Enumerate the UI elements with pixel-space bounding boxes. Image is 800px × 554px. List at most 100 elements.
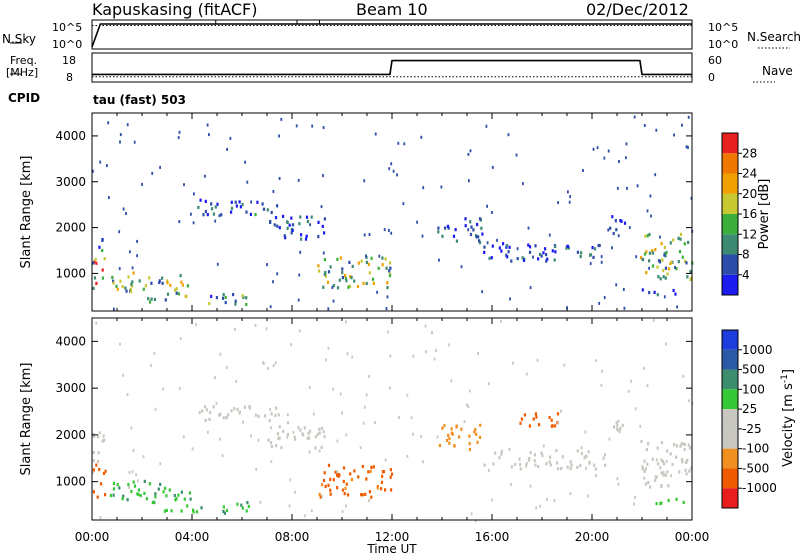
velocity-cell: [542, 444, 545, 448]
power-cell: [460, 265, 463, 269]
power-cell: [469, 232, 473, 237]
velocity-cell: [219, 412, 222, 416]
velocity-cell: [165, 508, 168, 512]
power-cell: [623, 306, 626, 310]
velocity-cell: [143, 491, 146, 495]
power-cell: [112, 281, 115, 285]
power-cell: [386, 286, 389, 290]
power-cell: [378, 254, 381, 258]
power-cell: [599, 243, 601, 247]
velocity-cell: [528, 424, 531, 428]
velocity-cell: [604, 463, 607, 467]
power-cell: [324, 274, 327, 278]
power-cell: [345, 279, 348, 283]
velocity-cell: [320, 426, 324, 430]
velocity-cell: [137, 488, 140, 492]
velocity-cell: [97, 460, 100, 464]
freq-unit-label: [MHz]: [6, 66, 39, 79]
power-cell: [397, 141, 400, 145]
power-cell: [644, 234, 647, 238]
power-cell: [368, 271, 371, 275]
velocity-colorbar-segment: [722, 468, 738, 489]
power-cell: [234, 200, 237, 204]
velocity-cell: [318, 427, 321, 431]
power-cell: [654, 248, 657, 252]
power-cell: [529, 286, 532, 290]
xtick-label: 00:00: [75, 530, 110, 544]
velocity-cell: [368, 375, 370, 378]
power-cell: [662, 275, 665, 279]
power-cell: [611, 215, 614, 219]
power-cell: [396, 173, 398, 177]
velocity-colorbar-segment: [722, 389, 738, 410]
velocity-cell: [121, 497, 124, 501]
velocity-cell: [546, 498, 548, 502]
velocity-cell: [214, 376, 216, 380]
power-cell: [94, 257, 97, 261]
velocity-cell: [641, 465, 644, 469]
power-cell: [288, 223, 291, 227]
power-cell: [151, 171, 154, 175]
power-cell: [679, 237, 682, 241]
power-cell: [384, 257, 387, 261]
velocity-cell: [345, 482, 348, 486]
power-cell: [381, 263, 384, 267]
velocity-cell: [556, 461, 559, 465]
power-cell: [689, 269, 692, 274]
velocity-cell: [538, 423, 541, 427]
power-cell: [478, 241, 482, 245]
velocity-cell: [327, 463, 331, 467]
velocity-ytick-label: 4000: [55, 334, 86, 348]
velocity-cell: [201, 409, 204, 413]
velocity-cell: [209, 411, 212, 415]
velocity-cell: [587, 450, 590, 454]
velocity-cell: [337, 474, 340, 478]
power-cell: [390, 162, 393, 166]
power-cell: [324, 270, 327, 275]
velocity-cell: [269, 407, 272, 411]
velocity-cell: [262, 361, 264, 365]
velocity-cell: [441, 426, 444, 430]
nsky-tick-bottom: 10^0: [52, 38, 83, 51]
power-cell: [239, 205, 242, 209]
power-cell: [276, 204, 279, 208]
velocity-cell: [478, 435, 482, 439]
power-cell: [121, 284, 124, 289]
velocity-cell: [339, 392, 342, 396]
power-cell: [327, 307, 330, 311]
power-cell: [670, 260, 673, 264]
power-cell: [603, 156, 606, 160]
power-cell: [130, 290, 133, 294]
power-cell: [141, 182, 143, 186]
power-cell: [661, 258, 664, 262]
velocity-cell: [268, 419, 271, 423]
velocity-cell: [549, 463, 552, 467]
power-cell: [677, 260, 680, 264]
velocity-cell: [390, 488, 393, 492]
power-cell: [234, 299, 237, 303]
velocity-cell: [686, 458, 689, 463]
nsearch-label: N.Search: [747, 30, 800, 44]
velocity-cell: [389, 354, 392, 358]
power-cell: [648, 291, 651, 295]
velocity-cell: [353, 469, 356, 473]
velocity-cell: [491, 498, 493, 502]
velocity-cell: [153, 351, 156, 355]
velocity-cell: [467, 405, 470, 408]
velocity-cell: [363, 405, 366, 409]
power-cell: [485, 124, 488, 128]
power-cell: [625, 156, 627, 160]
power-colorbar-segment: [722, 254, 738, 275]
velocity-cell: [248, 406, 251, 410]
power-cell: [385, 266, 388, 270]
velocity-cell: [215, 401, 218, 405]
power-cell: [357, 261, 360, 265]
velocity-cell: [223, 511, 226, 515]
power-cell: [321, 224, 324, 228]
velocity-cell: [671, 462, 674, 467]
velocity-cell: [656, 462, 660, 466]
power-cell: [164, 298, 167, 302]
velocity-cell: [112, 493, 115, 497]
velocity-cell: [412, 354, 415, 358]
power-cell: [676, 305, 678, 309]
